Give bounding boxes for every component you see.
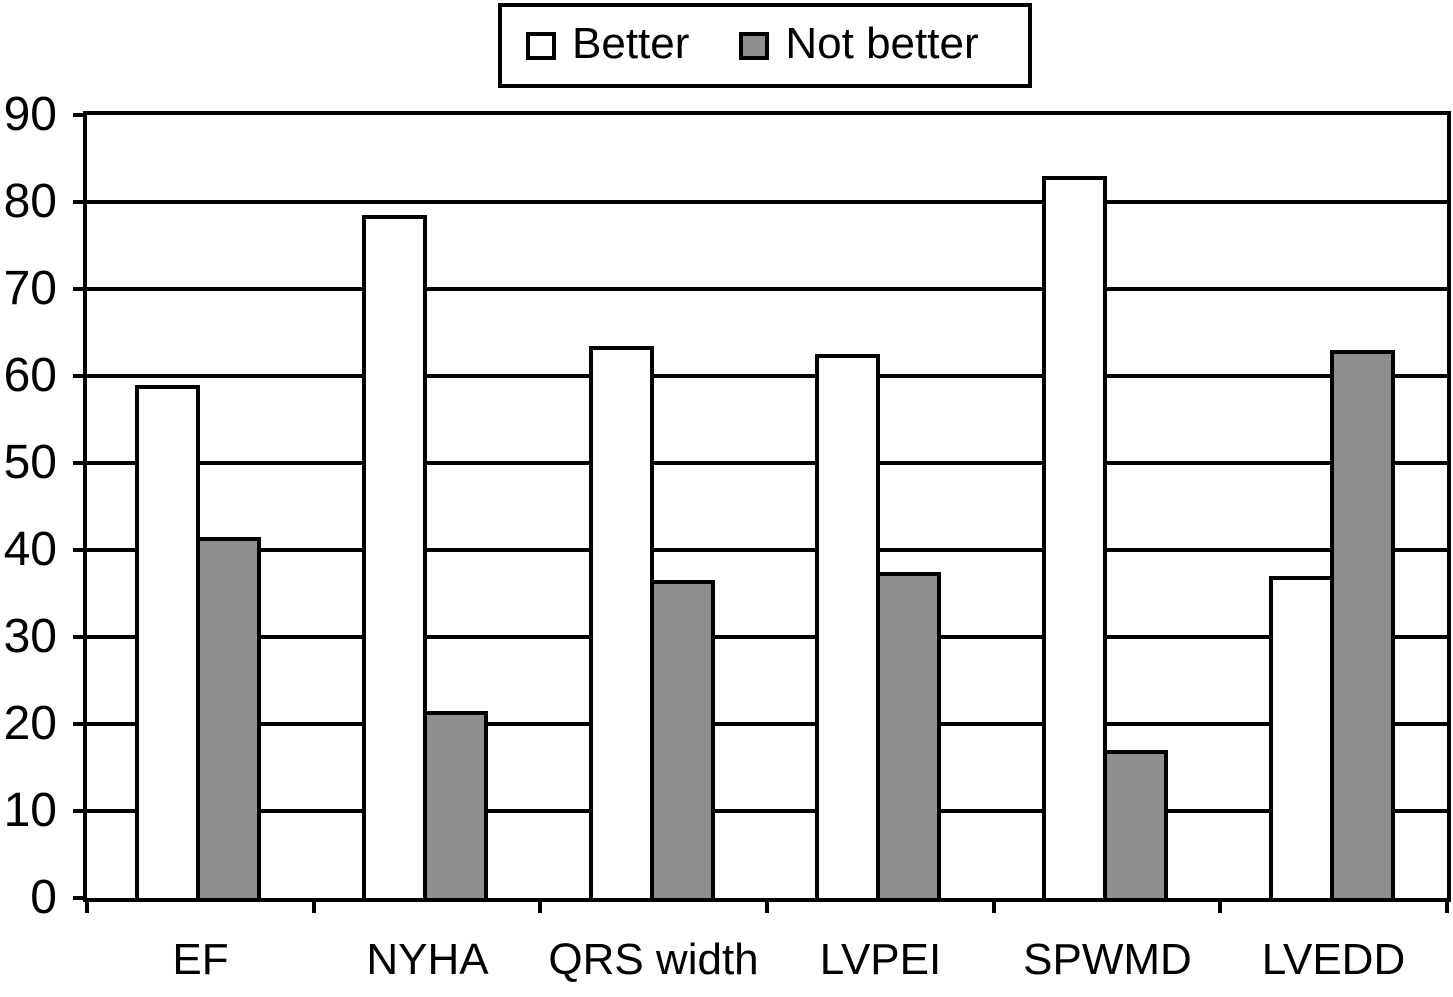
y-tick-label-60: 60 <box>3 349 57 402</box>
plot-area <box>83 111 1451 902</box>
y-axis-tick-10 <box>73 809 87 813</box>
x-axis-tick-2 <box>538 898 542 913</box>
gridline-y-70 <box>87 287 1447 291</box>
gridline-y-10 <box>87 809 1447 813</box>
x-tick-label-nyha: NYHA <box>366 935 489 984</box>
not-better-swatch-icon <box>739 31 770 60</box>
bar-better-qrs-width <box>589 346 654 898</box>
y-axis-tick-60 <box>73 374 87 378</box>
y-tick-label-50: 50 <box>3 436 57 489</box>
gridline-y-30 <box>87 635 1447 639</box>
y-tick-label-90: 90 <box>3 88 57 141</box>
bar-not-better-lvedd <box>1330 350 1395 898</box>
bar-not-better-nyha <box>423 711 488 898</box>
x-tick-label-qrs-width: QRS width <box>548 935 759 984</box>
y-tick-label-10: 10 <box>3 784 57 837</box>
bar-not-better-ef <box>196 537 261 898</box>
y-axis-tick-30 <box>73 635 87 639</box>
y-axis-tick-50 <box>73 461 87 465</box>
x-tick-label-spwmd: SPWMD <box>1023 935 1192 984</box>
x-tick-label-ef: EF <box>172 935 229 984</box>
y-tick-label-40: 40 <box>3 523 57 576</box>
better-swatch-icon <box>526 31 556 60</box>
chart-legend: Better Not better <box>498 3 1032 88</box>
x-axis-tick-1 <box>312 898 316 913</box>
bar-not-better-qrs-width <box>650 580 715 898</box>
bar-not-better-spwmd <box>1103 750 1168 898</box>
bar-better-nyha <box>362 215 427 898</box>
y-axis-tick-40 <box>73 548 87 552</box>
bar-better-spwmd <box>1042 176 1107 898</box>
x-axis-tick-4 <box>992 898 996 913</box>
x-axis-tick-6 <box>1445 898 1449 913</box>
y-axis-tick-70 <box>73 287 87 291</box>
y-axis-tick-90 <box>73 113 87 117</box>
y-tick-label-80: 80 <box>3 175 57 228</box>
x-tick-label-lvedd: LVEDD <box>1261 935 1406 984</box>
gridline-y-40 <box>87 548 1447 552</box>
legend-item-better: Better <box>526 18 690 70</box>
gridline-y-20 <box>87 722 1447 726</box>
legend-item-not-better: Not better <box>739 18 979 70</box>
bar-better-lvedd <box>1269 576 1334 898</box>
x-axis-tick-5 <box>1218 898 1222 913</box>
x-tick-label-lvpei: LVPEI <box>819 935 942 984</box>
legend-label-not-better: Not better <box>785 18 979 68</box>
y-tick-label-30: 30 <box>3 610 57 663</box>
gridline-y-60 <box>87 374 1447 378</box>
x-axis-tick-3 <box>765 898 769 913</box>
legend-label-better: Better <box>572 18 690 68</box>
y-axis-tick-0 <box>73 896 87 900</box>
y-axis-tick-20 <box>73 722 87 726</box>
y-tick-label-20: 20 <box>3 697 57 750</box>
y-tick-label-0: 0 <box>30 871 57 924</box>
gridline-y-80 <box>87 200 1447 204</box>
bar-not-better-lvpei <box>876 572 941 898</box>
y-axis-tick-80 <box>73 200 87 204</box>
bar-better-ef <box>135 385 200 898</box>
gridline-y-50 <box>87 461 1447 465</box>
x-axis-tick-0 <box>85 898 89 913</box>
bar-better-lvpei <box>815 354 880 898</box>
y-tick-label-70: 70 <box>3 262 57 315</box>
